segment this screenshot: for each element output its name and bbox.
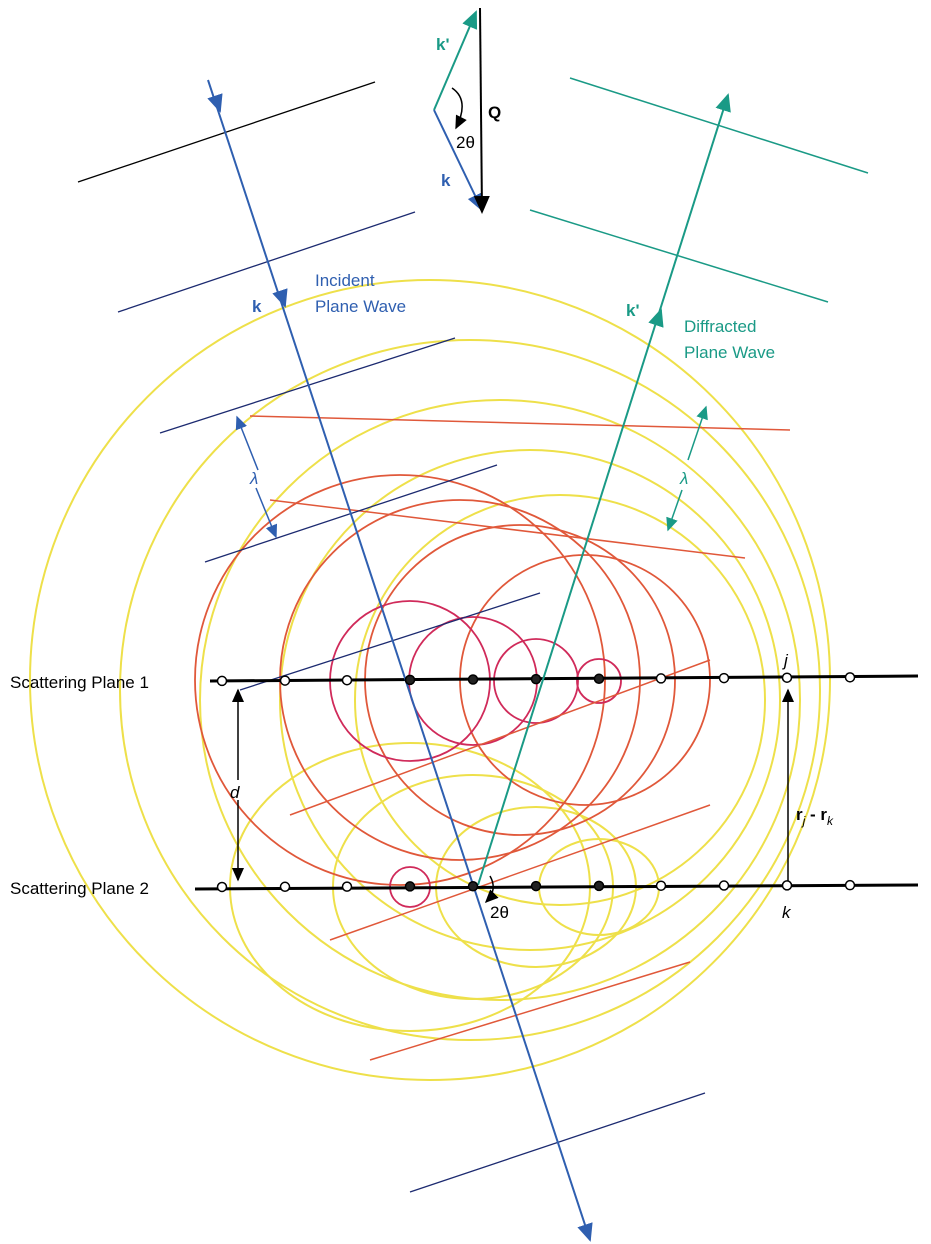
plane-line: [195, 885, 918, 889]
spacing-label: d: [230, 783, 240, 802]
atom: [218, 676, 227, 685]
separation-label: rj - rk: [796, 805, 834, 828]
atom: [406, 882, 415, 891]
angle-arc: [486, 876, 493, 902]
separation-part: -: [805, 805, 820, 824]
atom: [720, 881, 729, 890]
plane-label: Scattering Plane 1: [10, 673, 149, 692]
plane-label: Scattering Plane 2: [10, 879, 149, 898]
diffracted-label: Plane Wave: [684, 343, 775, 362]
atom: [469, 882, 478, 891]
diffracted-label: Diffracted: [684, 317, 756, 336]
diffracted-wavefront: [530, 210, 828, 302]
atom: [783, 673, 792, 682]
incident-wavefront: [78, 82, 375, 182]
tangent-line: [370, 962, 690, 1060]
diffracted-ray: [478, 95, 728, 885]
inset-angle-label: 2θ: [456, 133, 475, 152]
diffracted-k-label: k': [626, 301, 640, 320]
yellow-wavelet: [120, 340, 820, 1040]
ray-arrow: [283, 300, 285, 306]
atom: [218, 882, 227, 891]
yellow-wavelet: [355, 495, 765, 905]
inset-q: [480, 8, 482, 212]
lambda-arrow: [237, 417, 258, 470]
lambda-arrow: [688, 407, 706, 460]
atom-label: k: [782, 903, 792, 922]
inset-k-label: k: [441, 171, 451, 190]
separation-part: k: [827, 814, 834, 828]
incident-label: Plane Wave: [315, 297, 406, 316]
inset-k-prime: [434, 12, 476, 110]
tangent-line: [250, 416, 790, 430]
inset-angle-arc: [452, 88, 462, 128]
angle-label: 2θ: [490, 903, 509, 922]
atom: [657, 881, 666, 890]
atom-label: j: [782, 651, 789, 670]
atom: [343, 676, 352, 685]
atom: [343, 882, 352, 891]
atom: [532, 882, 541, 891]
atom: [281, 676, 290, 685]
atom: [595, 881, 604, 890]
incident-k-label: k: [252, 297, 262, 316]
lambda-arrow: [256, 488, 276, 537]
incident-label: Incident: [315, 271, 375, 290]
plane-line: [210, 676, 918, 681]
inset-q-label: Q: [488, 103, 501, 122]
atom: [406, 675, 415, 684]
atom: [281, 882, 290, 891]
atom: [657, 674, 666, 683]
atom: [846, 881, 855, 890]
diffraction-diagram: k' Q 2θ k k Incident Plane Wave k' Diffr…: [0, 0, 931, 1244]
inset-k-prime-label: k': [436, 35, 450, 54]
atom: [595, 674, 604, 683]
wavefronts: [78, 78, 868, 1192]
atom: [532, 675, 541, 684]
atom: [846, 673, 855, 682]
lambda-label: λ: [249, 469, 258, 488]
atom: [469, 675, 478, 684]
lambda-label: λ: [679, 469, 688, 488]
tangent-line: [330, 805, 710, 940]
atom: [720, 674, 729, 683]
incident-wavefront: [160, 338, 455, 433]
atom: [783, 881, 792, 890]
atoms: [218, 673, 855, 892]
